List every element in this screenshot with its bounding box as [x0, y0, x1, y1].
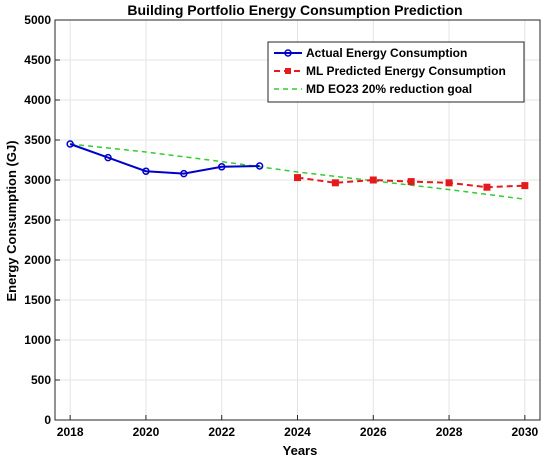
x-tick-label: 2024: [284, 425, 311, 439]
data-point: [66, 140, 74, 148]
plot-frame: [54, 19, 541, 421]
series-2: [70, 143, 525, 200]
y-tick-label: 1500: [24, 293, 51, 307]
x-tick-label: 2030: [511, 425, 538, 439]
x-tick-label: 2026: [360, 425, 387, 439]
y-tick-label: 500: [31, 373, 51, 387]
x-tick-label: 2020: [133, 425, 160, 439]
series-line: [69, 143, 260, 175]
data-point: [180, 169, 188, 178]
data-point: [142, 167, 150, 175]
y-tick-label: 2000: [24, 253, 51, 267]
legend-box: [267, 41, 525, 103]
legend-marker: [284, 49, 292, 57]
x-tick-labels: 2018 2020 2022 2024 2026 2028 2030: [57, 425, 539, 439]
y-tick-labels: 0 500 1000 1500 2000 2500 3000 3500 4000 4500 5000: [24, 13, 51, 427]
data-point: [407, 178, 415, 186]
legend-label: MD EO23 20% reduction goal: [306, 82, 472, 96]
series-layer: [66, 140, 529, 200]
y-tick-label: 1000: [24, 333, 51, 347]
legend-entry: Actual Energy Consumption: [274, 46, 467, 60]
data-point: [104, 153, 112, 162]
data-point: [369, 176, 377, 184]
legend: Actual Energy Consumption ML Predicted En…: [267, 41, 525, 103]
data-point: [521, 182, 529, 190]
y-axis-label: Energy Consumption (GJ): [4, 140, 19, 301]
x-axis-label: Years: [283, 443, 318, 458]
data-point: [255, 162, 264, 170]
y-tick-label: 0: [44, 413, 51, 427]
legend-label: Actual Energy Consumption: [306, 46, 467, 60]
series-line: [70, 143, 525, 200]
data-point: [331, 179, 339, 187]
legend-label: ML Predicted Energy Consumption: [306, 64, 506, 78]
y-tick-label: 2500: [24, 213, 51, 227]
x-tick-label: 2022: [208, 425, 235, 439]
data-point: [445, 179, 453, 187]
series-0: [66, 140, 264, 178]
legend-marker: [285, 68, 291, 74]
chart-title: Building Portfolio Energy Consumption Pr…: [127, 2, 462, 18]
y-tick-label: 3000: [24, 173, 51, 187]
y-tick-label: 5000: [24, 13, 51, 27]
legend-entry: MD EO23 20% reduction goal: [274, 82, 472, 96]
y-tick-label: 4000: [24, 93, 51, 107]
series-1: [294, 174, 529, 191]
data-point: [217, 163, 226, 171]
data-point: [483, 183, 491, 191]
legend-entry: ML Predicted Energy Consumption: [274, 64, 506, 78]
y-tick-label: 4500: [24, 53, 51, 67]
x-tick-label: 2018: [57, 425, 84, 439]
y-tick-label: 3500: [24, 133, 51, 147]
x-tick-label: 2028: [436, 425, 463, 439]
data-point: [294, 174, 301, 182]
